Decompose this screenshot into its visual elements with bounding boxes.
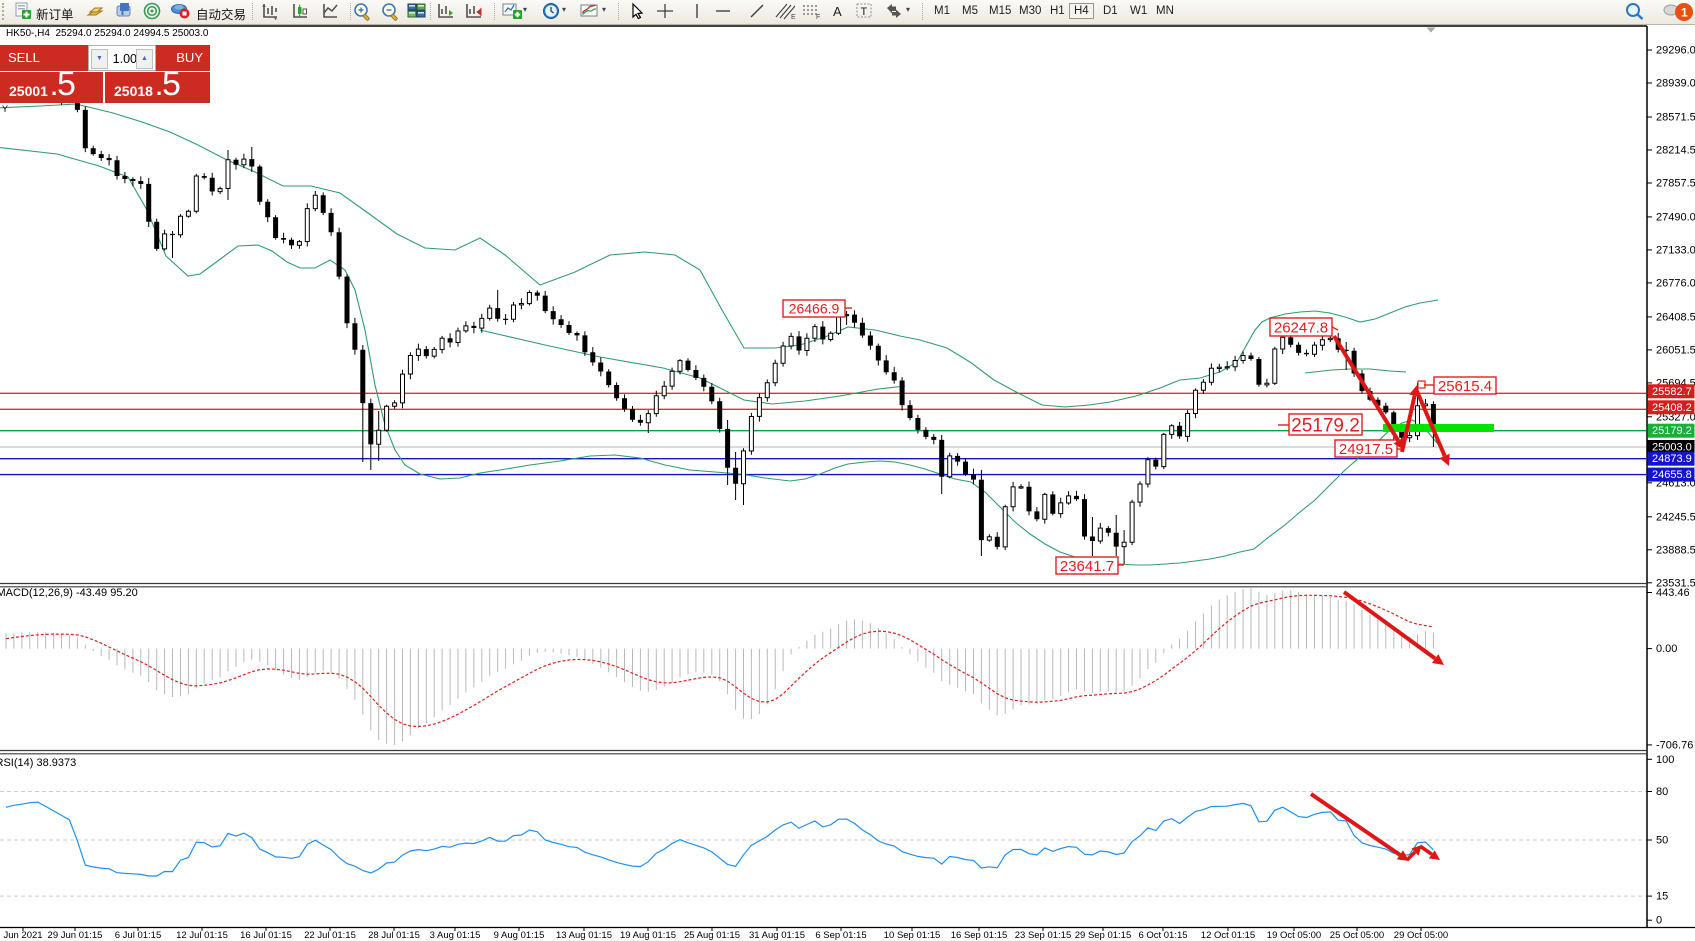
svg-text:24245.5: 24245.5 bbox=[1656, 511, 1695, 523]
svg-text:22 Jul 01:15: 22 Jul 01:15 bbox=[304, 930, 356, 941]
svg-text:1: 1 bbox=[1681, 6, 1688, 20]
svg-text:26051.5: 26051.5 bbox=[1656, 344, 1695, 356]
svg-text:24873.9: 24873.9 bbox=[1652, 453, 1692, 465]
svg-text:29296.0: 29296.0 bbox=[1656, 45, 1695, 57]
svg-text:-706.76: -706.76 bbox=[1656, 739, 1693, 751]
svg-text:80: 80 bbox=[1656, 786, 1668, 798]
svg-text:25003.0: 25003.0 bbox=[1652, 442, 1692, 454]
svg-text:25 Oct 05:00: 25 Oct 05:00 bbox=[1330, 930, 1384, 941]
svg-text:12 Jul 01:15: 12 Jul 01:15 bbox=[176, 930, 228, 941]
svg-text:T: T bbox=[861, 6, 868, 18]
svg-text:27857.5: 27857.5 bbox=[1656, 178, 1695, 190]
svg-text:6 Oct 01:15: 6 Oct 01:15 bbox=[1138, 930, 1187, 941]
svg-text:100: 100 bbox=[1656, 754, 1674, 766]
svg-text:28571.5: 28571.5 bbox=[1656, 112, 1695, 124]
svg-text:25408.2: 25408.2 bbox=[1652, 402, 1692, 414]
svg-text:23 Sep 01:15: 23 Sep 01:15 bbox=[1015, 930, 1072, 941]
svg-text:27490.0: 27490.0 bbox=[1656, 211, 1695, 223]
svg-text:23888.5: 23888.5 bbox=[1656, 544, 1695, 556]
svg-text:25 Aug 01:15: 25 Aug 01:15 bbox=[684, 930, 740, 941]
svg-text:26776.0: 26776.0 bbox=[1656, 277, 1695, 289]
svg-text:26408.5: 26408.5 bbox=[1656, 311, 1695, 323]
svg-text:16 Sep 01:15: 16 Sep 01:15 bbox=[951, 930, 1008, 941]
svg-text:25582.7: 25582.7 bbox=[1652, 386, 1692, 398]
svg-text:3 Aug 01:15: 3 Aug 01:15 bbox=[430, 930, 481, 941]
svg-text:MACD(12,26,9) -43.49 95.20: MACD(12,26,9) -43.49 95.20 bbox=[0, 587, 138, 599]
svg-text:F: F bbox=[816, 14, 820, 20]
svg-text:27133.0: 27133.0 bbox=[1656, 244, 1695, 256]
svg-text:24655.8: 24655.8 bbox=[1652, 469, 1692, 481]
svg-text:26247.8: 26247.8 bbox=[1274, 319, 1328, 336]
svg-text:0.00: 0.00 bbox=[1656, 643, 1677, 655]
svg-text:12 Oct 01:15: 12 Oct 01:15 bbox=[1201, 930, 1255, 941]
svg-text:6 Jul 01:15: 6 Jul 01:15 bbox=[115, 930, 161, 941]
svg-text:6 Sep 01:15: 6 Sep 01:15 bbox=[815, 930, 866, 941]
svg-text:RSI(14) 38.9373: RSI(14) 38.9373 bbox=[0, 757, 76, 769]
svg-text:Jun 2021: Jun 2021 bbox=[3, 930, 42, 941]
svg-text:E: E bbox=[791, 14, 796, 20]
svg-text:23641.7: 23641.7 bbox=[1060, 558, 1114, 575]
svg-text:443.46: 443.46 bbox=[1656, 587, 1690, 599]
svg-text:A: A bbox=[833, 4, 842, 19]
svg-text:16 Jul 01:15: 16 Jul 01:15 bbox=[240, 930, 292, 941]
svg-text:29 Oct 05:00: 29 Oct 05:00 bbox=[1394, 930, 1448, 941]
svg-text:23531.5: 23531.5 bbox=[1656, 577, 1695, 589]
svg-text:50: 50 bbox=[1656, 835, 1668, 847]
svg-text:0: 0 bbox=[1656, 915, 1662, 927]
svg-text:10 Sep 01:15: 10 Sep 01:15 bbox=[884, 930, 941, 941]
svg-text:28939.0: 28939.0 bbox=[1656, 78, 1695, 90]
svg-text:Y: Y bbox=[2, 104, 8, 114]
svg-text:HK50-,H4 25294.0 25294.0 2499: HK50-,H4 25294.0 25294.0 24994.5 25003.0 bbox=[6, 28, 209, 39]
svg-text:29 Sep 01:15: 29 Sep 01:15 bbox=[1075, 930, 1132, 941]
svg-text:26466.9: 26466.9 bbox=[789, 301, 840, 317]
svg-text:25179.2: 25179.2 bbox=[1652, 425, 1692, 437]
svg-text:24917.5: 24917.5 bbox=[1339, 441, 1393, 458]
svg-text:25615.4: 25615.4 bbox=[1438, 378, 1492, 395]
svg-text:19 Aug 01:15: 19 Aug 01:15 bbox=[620, 930, 676, 941]
svg-text:13 Aug 01:15: 13 Aug 01:15 bbox=[556, 930, 612, 941]
svg-text:29 Jun 01:15: 29 Jun 01:15 bbox=[48, 930, 103, 941]
svg-text:28214.5: 28214.5 bbox=[1656, 145, 1695, 157]
svg-text:25179.2: 25179.2 bbox=[1291, 415, 1360, 436]
svg-text:19 Oct 05:00: 19 Oct 05:00 bbox=[1267, 930, 1321, 941]
svg-text:15: 15 bbox=[1656, 891, 1668, 903]
svg-text:9 Aug 01:15: 9 Aug 01:15 bbox=[494, 930, 545, 941]
svg-text:31 Aug 01:15: 31 Aug 01:15 bbox=[749, 930, 805, 941]
svg-text:28 Jul 01:15: 28 Jul 01:15 bbox=[368, 930, 420, 941]
